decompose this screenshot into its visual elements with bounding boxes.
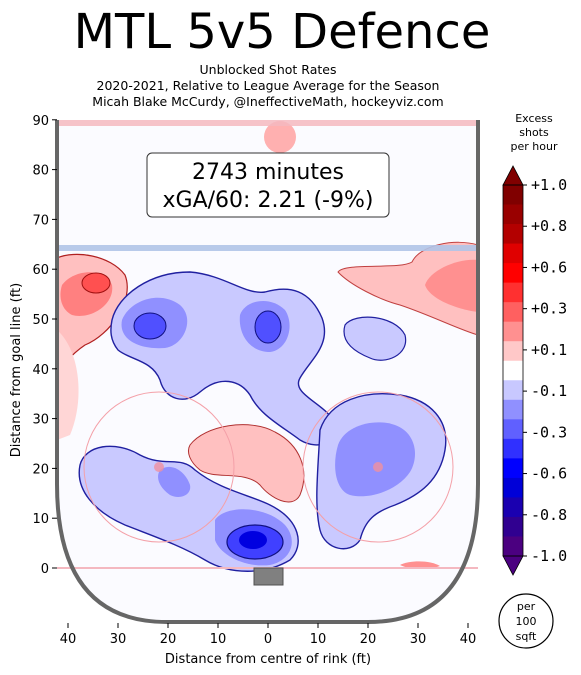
x-axis-ticks: 40 30 20 10 0 10 20 30 40 [60,623,477,647]
colorbar-cap-bottom [502,555,524,576]
y-tick-label: 30 [32,413,49,428]
info-minutes: 2743 minutes [192,160,344,185]
colorbar-tick-label: -0.8 [531,506,567,524]
x-tick-label: 10 [310,632,327,647]
colorbar-band [503,204,523,225]
colorbar-frame [502,184,524,557]
subtitle-line-3: Micah Blake McCurdy, @IneffectiveMath, h… [92,94,444,109]
y-tick-label: 10 [32,512,49,527]
colorbar-tick-label: -1.0 [531,547,567,565]
colorbar-tick-label: +0.8 [531,217,567,235]
region-blue-right-mid [335,422,415,497]
x-tick-label: 40 [460,632,477,647]
region-red-left-low [57,330,79,440]
colorbar-band [503,516,523,537]
y-tick-label: 70 [32,213,49,228]
region-red-right-core [425,259,478,312]
subtitle-line-1: Unblocked Shot Rates [199,62,337,77]
heatmap-layer [57,121,478,572]
unit-note-line-1: per [517,600,536,613]
x-tick-label: 30 [410,632,427,647]
chart-title: MTL 5v5 Defence [73,4,491,60]
unit-note: per 100 sqft [498,593,554,649]
x-tick-label: 10 [210,632,227,647]
colorbar-tick-label: -0.3 [531,423,567,441]
colorbar-band [503,477,523,498]
colorbar-band [503,224,523,245]
region-blue-slot-peak [239,531,267,549]
region-blue-mid-band [343,316,407,361]
colorbar-band [503,321,523,342]
region-red-centre-slot [187,424,305,503]
colorbar-bands [502,165,524,576]
x-tick-label: 0 [264,632,272,647]
colorbar-band [503,282,523,303]
colorbar-band [503,185,523,206]
colorbar-tick-label: -0.1 [531,382,567,400]
y-tick-label: 50 [32,313,49,328]
colorbar-tick-label: +0.3 [531,300,567,318]
colorbar-band [503,536,523,557]
colorbar-tick-label: +1.0 [531,176,567,194]
blue-line [57,245,478,251]
colorbar-ticks: +1.0 +0.8 +0.6 +0.3 +0.1 -0.1 -0.3 -0.6 -0.8 -1.0 [523,176,567,565]
y-tick-label: 80 [32,164,49,179]
unit-note-line-2: 100 [516,615,537,628]
y-tick-label: 90 [32,114,49,129]
rink-boards [55,120,480,624]
colorbar-cap-top [502,165,524,186]
y-axis-label: Distance from goal line (ft) [9,283,24,457]
region-blue-left-upper-core [133,312,167,340]
x-tick-label: 40 [60,632,77,647]
faceoff-circle-right [302,391,454,543]
colorbar-title-1: Excess [515,112,553,125]
info-xga: xGA/60: 2.21 (-9%) [163,188,374,213]
info-box: 2743 minutes xGA/60: 2.21 (-9%) [146,152,390,218]
x-tick-label: 20 [160,632,177,647]
rink-markings [57,120,478,586]
y-axis-ticks: 0 10 20 30 40 50 60 70 80 90 [32,114,57,577]
faceoff-dot-right [373,462,383,472]
colorbar-title-3: per hour [511,140,558,153]
y-tick-label: 60 [32,263,49,278]
unit-note-line-3: sqft [516,630,537,643]
y-tick-label: 40 [32,363,49,378]
colorbar-band [503,380,523,401]
colorbar-title-2: shots [519,126,549,139]
x-axis-label: Distance from centre of rink (ft) [165,652,371,667]
region-red-left-peak [81,272,111,294]
faceoff-circle-left [83,391,235,543]
colorbar-band [503,458,523,479]
x-tick-label: 20 [360,632,377,647]
colorbar-band [503,341,523,362]
colorbar-tick-label: -0.6 [531,465,567,483]
colorbar-band [503,243,523,264]
colorbar-tick-label: +0.1 [531,341,567,359]
region-red-right-point [337,241,478,336]
colorbar-tick-label: +0.6 [531,258,567,276]
colorbar-band [503,438,523,459]
goal-net [253,567,284,586]
region-blue-left-circle-dot [158,466,191,497]
colorbar-band [503,263,523,284]
y-tick-label: 20 [32,462,49,477]
red-line [57,120,478,126]
x-tick-label: 30 [110,632,127,647]
region-blue-centre-upper-core [254,310,282,344]
colorbar-band [503,399,523,420]
faceoff-dot-left [154,462,164,472]
colorbar-band [503,419,523,440]
colorbar-band [503,497,523,518]
region-red-top [264,121,296,153]
colorbar-band [503,302,523,323]
colorbar-band [503,360,523,381]
subtitle-line-2: 2020-2021, Relative to League Average fo… [96,78,440,93]
y-tick-label: 0 [41,562,49,577]
colorbar: Excess shots per hour +1.0 +0.8 +0.6 +0.3 +0… [502,112,567,576]
